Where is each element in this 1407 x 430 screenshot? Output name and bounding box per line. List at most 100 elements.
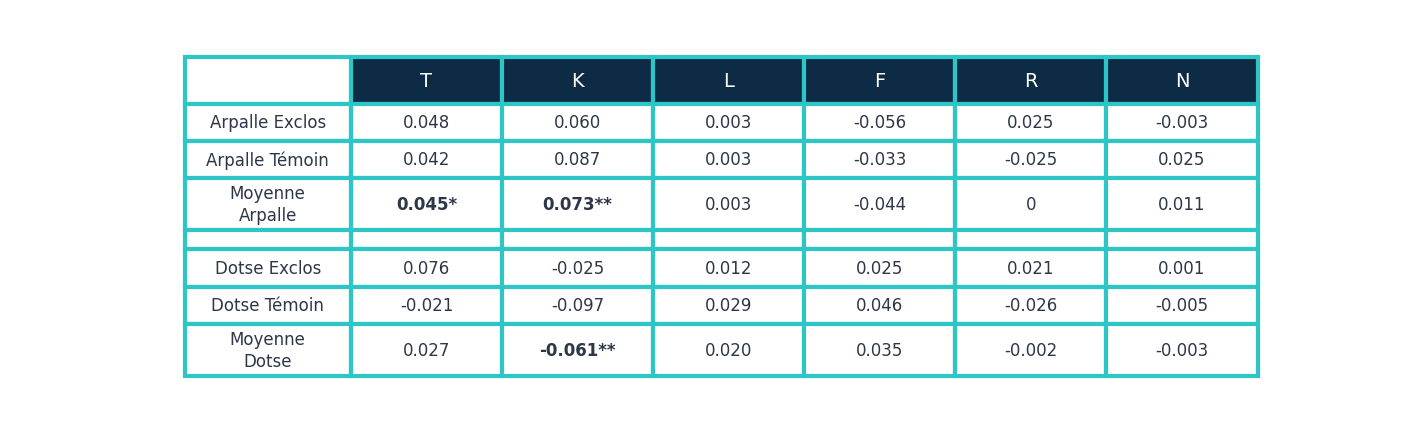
- Bar: [805, 324, 955, 376]
- Text: 0.003: 0.003: [705, 114, 753, 132]
- Text: 0.020: 0.020: [705, 341, 753, 359]
- Bar: [184, 104, 350, 141]
- Text: N: N: [1175, 72, 1189, 91]
- Text: T: T: [421, 72, 432, 91]
- Text: Dotse Exclos: Dotse Exclos: [214, 259, 321, 277]
- Bar: [1106, 104, 1258, 141]
- Bar: [350, 230, 502, 250]
- Bar: [653, 141, 805, 178]
- Bar: [955, 250, 1106, 287]
- Bar: [502, 58, 653, 104]
- Text: 0.045*: 0.045*: [395, 196, 457, 214]
- Text: 0.011: 0.011: [1158, 196, 1206, 214]
- Text: 0.003: 0.003: [705, 151, 753, 169]
- Bar: [1106, 178, 1258, 230]
- Text: 0.087: 0.087: [554, 151, 601, 169]
- Text: 0.025: 0.025: [855, 259, 903, 277]
- Text: 0.025: 0.025: [1007, 114, 1055, 132]
- Text: -0.025: -0.025: [552, 259, 604, 277]
- Text: Arpalle Témoin: Arpalle Témoin: [207, 151, 329, 169]
- Text: 0.048: 0.048: [402, 114, 450, 132]
- Text: 0.001: 0.001: [1158, 259, 1206, 277]
- Bar: [805, 287, 955, 324]
- Text: Moyenne
Dotse: Moyenne Dotse: [229, 330, 305, 370]
- Text: 0.021: 0.021: [1007, 259, 1055, 277]
- Text: -0.033: -0.033: [853, 151, 906, 169]
- Bar: [350, 178, 502, 230]
- Text: 0.060: 0.060: [554, 114, 601, 132]
- Text: 0.046: 0.046: [857, 297, 903, 314]
- Text: -0.061**: -0.061**: [539, 341, 616, 359]
- Bar: [805, 178, 955, 230]
- Bar: [653, 324, 805, 376]
- Bar: [955, 104, 1106, 141]
- Text: -0.003: -0.003: [1155, 114, 1209, 132]
- Bar: [1106, 58, 1258, 104]
- Text: 0.027: 0.027: [402, 341, 450, 359]
- Bar: [1106, 250, 1258, 287]
- Bar: [955, 58, 1106, 104]
- Text: Dotse Témoin: Dotse Témoin: [211, 297, 324, 314]
- Bar: [955, 141, 1106, 178]
- Text: 0.035: 0.035: [855, 341, 903, 359]
- Text: K: K: [571, 72, 584, 91]
- Bar: [502, 230, 653, 250]
- Bar: [502, 104, 653, 141]
- Bar: [955, 324, 1106, 376]
- Text: 0.003: 0.003: [705, 196, 753, 214]
- Text: -0.025: -0.025: [1005, 151, 1058, 169]
- Bar: [502, 141, 653, 178]
- Text: R: R: [1024, 72, 1037, 91]
- Bar: [502, 287, 653, 324]
- Bar: [653, 58, 805, 104]
- Bar: [805, 141, 955, 178]
- Text: 0.025: 0.025: [1158, 151, 1206, 169]
- Text: 0.073**: 0.073**: [543, 196, 612, 214]
- Bar: [653, 287, 805, 324]
- Bar: [184, 287, 350, 324]
- Text: 0: 0: [1026, 196, 1036, 214]
- Bar: [184, 178, 350, 230]
- Bar: [955, 178, 1106, 230]
- Bar: [805, 230, 955, 250]
- Text: F: F: [874, 72, 885, 91]
- Text: -0.002: -0.002: [1005, 341, 1058, 359]
- Bar: [184, 230, 350, 250]
- Text: Arpalle Exclos: Arpalle Exclos: [210, 114, 326, 132]
- Bar: [502, 250, 653, 287]
- Text: 0.076: 0.076: [402, 259, 450, 277]
- Bar: [653, 178, 805, 230]
- Bar: [1106, 141, 1258, 178]
- Bar: [184, 58, 350, 104]
- Bar: [805, 104, 955, 141]
- Text: 0.042: 0.042: [402, 151, 450, 169]
- Text: -0.097: -0.097: [552, 297, 604, 314]
- Bar: [502, 178, 653, 230]
- Bar: [184, 250, 350, 287]
- Bar: [1106, 324, 1258, 376]
- Bar: [955, 287, 1106, 324]
- Bar: [805, 58, 955, 104]
- Text: L: L: [723, 72, 734, 91]
- Bar: [350, 141, 502, 178]
- Bar: [184, 141, 350, 178]
- Bar: [653, 250, 805, 287]
- Bar: [653, 104, 805, 141]
- Text: 0.012: 0.012: [705, 259, 753, 277]
- Text: Moyenne
Arpalle: Moyenne Arpalle: [229, 184, 305, 224]
- Bar: [502, 324, 653, 376]
- Bar: [955, 230, 1106, 250]
- Bar: [350, 324, 502, 376]
- Bar: [350, 250, 502, 287]
- Bar: [350, 58, 502, 104]
- Bar: [653, 230, 805, 250]
- Text: -0.044: -0.044: [853, 196, 906, 214]
- Text: -0.056: -0.056: [853, 114, 906, 132]
- Bar: [350, 104, 502, 141]
- Text: -0.005: -0.005: [1155, 297, 1209, 314]
- Text: -0.021: -0.021: [400, 297, 453, 314]
- Bar: [184, 324, 350, 376]
- Text: 0.029: 0.029: [705, 297, 753, 314]
- Bar: [350, 287, 502, 324]
- Bar: [1106, 287, 1258, 324]
